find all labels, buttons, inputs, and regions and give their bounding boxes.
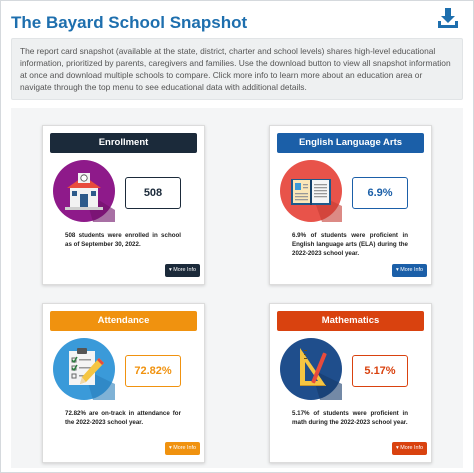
attendance-more-info-button[interactable]: ▾ More Info [165, 442, 200, 455]
math-more-info-button[interactable]: ▾ More Info [392, 442, 427, 455]
ruler-triangle-icon [280, 338, 342, 400]
checklist-pencil-icon [53, 338, 115, 400]
school-building-icon [53, 160, 115, 222]
snapshot-grid: Enrollment 508 508 students were enrolle… [11, 108, 463, 468]
ela-value: 6.9% [352, 177, 408, 209]
ela-description: 6.9% of students were proficient in Engl… [292, 232, 408, 257]
enrollment-value: 508 [125, 177, 181, 209]
attendance-description: 72.82% are on-track in attendance for th… [65, 410, 181, 426]
download-icon [438, 8, 458, 28]
download-button[interactable] [436, 7, 460, 31]
enrollment-card: Enrollment 508 508 students were enrolle… [42, 125, 205, 285]
enrollment-title: Enrollment [50, 133, 197, 153]
attendance-value: 72.82% [125, 355, 181, 387]
enrollment-more-info-button[interactable]: ▾ More Info [165, 264, 200, 277]
attendance-title: Attendance [50, 311, 197, 331]
math-description: 5.17% of students were proficient in mat… [292, 410, 408, 426]
page-title: The Bayard School Snapshot [11, 13, 248, 32]
enrollment-description: 508 students were enrolled in school as … [65, 232, 181, 248]
attendance-card: Attendance 72.82% 72.82% are on-t [42, 303, 205, 463]
math-title: Mathematics [277, 311, 424, 331]
ela-more-info-button[interactable]: ▾ More Info [392, 264, 427, 277]
ela-title: English Language Arts [277, 133, 424, 153]
math-value: 5.17% [352, 355, 408, 387]
open-book-icon [280, 160, 342, 222]
intro-text: The report card snapshot (available at t… [11, 38, 463, 100]
ela-card: English Language Arts [269, 125, 432, 285]
math-card: Mathematics 5.17% 5.17% of students were… [269, 303, 432, 463]
